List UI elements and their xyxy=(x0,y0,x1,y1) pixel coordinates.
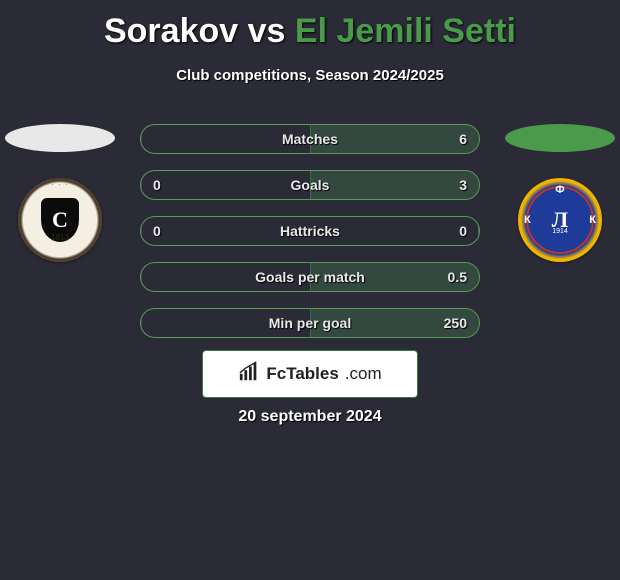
player2-color-ellipse xyxy=(505,124,615,152)
subtitle: Club competitions, Season 2024/2025 xyxy=(0,67,620,84)
title-player1: Sorakov xyxy=(104,12,238,50)
stat-right-value: 0.5 xyxy=(448,269,467,285)
stat-label: Goals per match xyxy=(255,269,365,285)
stat-left-value: 0 xyxy=(153,177,161,193)
crest-right-letter: Л xyxy=(539,196,581,244)
stat-right-value: 3 xyxy=(459,177,467,193)
footer-date: 20 september 2024 xyxy=(238,408,381,426)
stat-row: Min per goal 250 xyxy=(140,308,480,338)
crest-right-year: 1914 xyxy=(552,228,568,235)
stat-label: Matches xyxy=(282,131,338,147)
stats-table: Matches 6 0 Goals 3 0 Hattricks 0 Goals … xyxy=(140,124,480,354)
stat-right-value: 250 xyxy=(444,315,467,331)
crest-left-year: 1913 xyxy=(51,233,69,242)
stat-left-value: 0 xyxy=(153,223,161,239)
stat-fill-left xyxy=(141,125,142,153)
player1-color-ellipse xyxy=(5,124,115,152)
crest-right-right-letter: К xyxy=(589,214,596,226)
stat-row: Goals per match 0.5 xyxy=(140,262,480,292)
stat-row: 0 Hattricks 0 xyxy=(140,216,480,246)
stat-fill-right xyxy=(310,171,479,199)
title-vs: vs xyxy=(248,12,286,50)
stat-fill-left xyxy=(141,171,142,199)
stat-right-value: 0 xyxy=(459,223,467,239)
stat-fill-left xyxy=(141,217,142,245)
stat-fill-left xyxy=(141,263,142,291)
bar-chart-icon xyxy=(238,361,260,388)
stat-right-value: 6 xyxy=(459,131,467,147)
brand-box[interactable]: FcTables .com xyxy=(202,350,418,398)
stat-label: Goals xyxy=(291,177,330,193)
stat-fill-left xyxy=(141,309,142,337)
title-player2: El Jemili Setti xyxy=(295,12,516,50)
crest-right-left-letter: К xyxy=(524,214,531,226)
brand-name: FcTables xyxy=(266,364,338,384)
page-title: Sorakov vs El Jemili Setti xyxy=(0,0,620,51)
brand-suffix: .com xyxy=(345,364,382,384)
stat-label: Min per goal xyxy=(269,315,351,331)
stat-row: Matches 6 xyxy=(140,124,480,154)
crest-right-top-letter: Ф xyxy=(555,184,564,196)
club-crest-right: Ф К К Л 1914 xyxy=(518,178,602,262)
stat-label: Hattricks xyxy=(280,223,340,239)
stat-row: 0 Goals 3 xyxy=(140,170,480,200)
club-crest-left: · · · C 1913 xyxy=(18,178,102,262)
crest-left-ring-text: · · · xyxy=(18,180,102,189)
stat-fill-right xyxy=(478,217,479,245)
